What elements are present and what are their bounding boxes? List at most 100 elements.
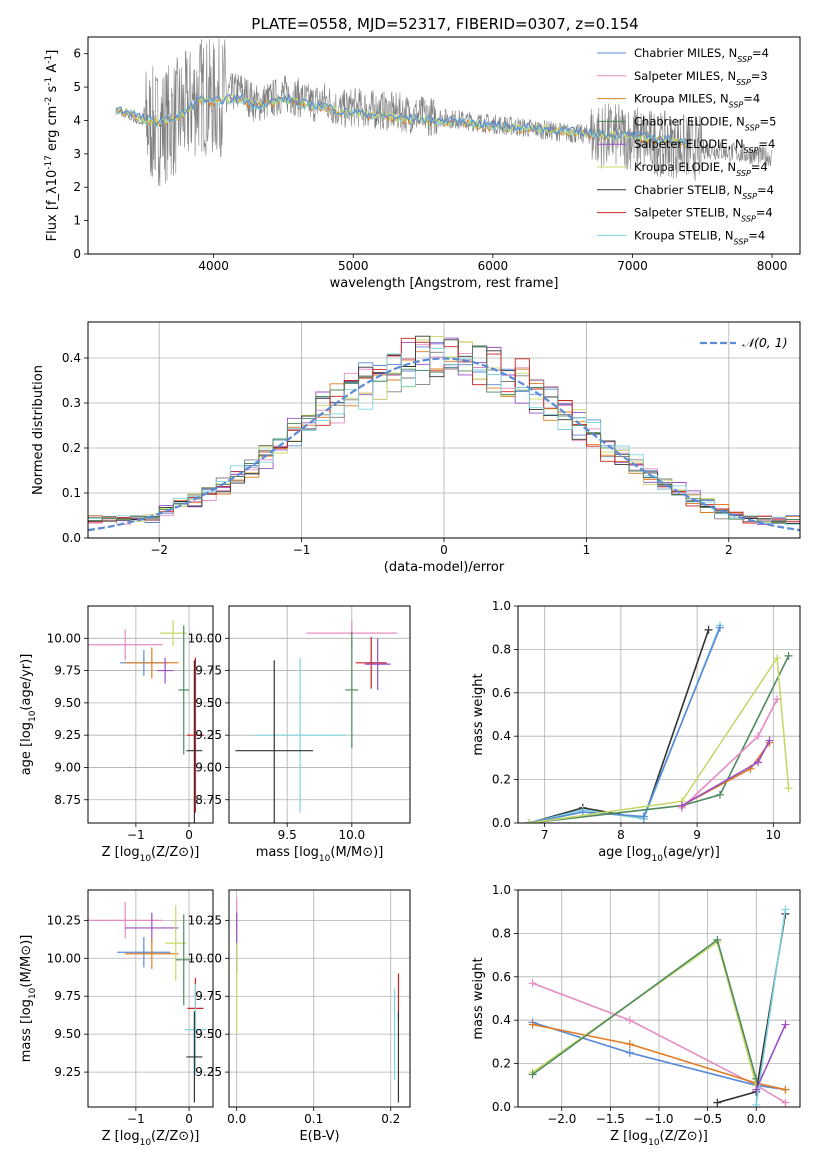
data-point (125, 912, 179, 944)
series-line (532, 938, 757, 1080)
data-point (186, 660, 203, 823)
x-tick-label: −1.0 (644, 1112, 673, 1126)
panel-spectrum: 4000 5000 6000 7000 8000 0 1 2 3 4 5 6 wavelength [A… (44, 36, 801, 291)
series-marker (625, 1048, 634, 1057)
y-axis-label: Normed distribution (31, 365, 46, 495)
axes-frame (87, 605, 214, 824)
y-tick-label: 9.25 (54, 728, 81, 742)
series-marker (704, 625, 713, 634)
y-tick-label: 8.75 (195, 793, 222, 807)
x-axis-label: mass [log10(M/M⊙)] (256, 845, 384, 864)
y-tick-label: 9.25 (195, 728, 222, 742)
y-tick-label: 9.75 (195, 989, 222, 1003)
data-point (364, 638, 391, 690)
axes-frame (87, 889, 214, 1108)
series-marker (754, 758, 763, 767)
y-axis-label: mass weight (471, 957, 486, 1039)
y-axis-label: mass weight (471, 673, 486, 755)
x-tick-label: −1 (127, 828, 145, 842)
y-tick-label: 9.25 (195, 1065, 222, 1079)
x-tick-label: −0.5 (693, 1112, 722, 1126)
y-tick-label: 10.25 (47, 913, 81, 927)
x-tick-label: 0.0 (227, 1112, 246, 1126)
x-tick-label: 0.2 (381, 1112, 400, 1126)
series-marker (773, 695, 782, 704)
panel-residuals: −2 −1 0 1 2 0.0 0.1 0.2 0.3 0.4 (data-model)/error… (31, 321, 801, 575)
y-tick-label: 0.4 (492, 729, 511, 743)
y-tick-label: 10.25 (188, 913, 222, 927)
legend-label: Chabrier MILES, NSSP=4 (634, 46, 769, 64)
series-marker (781, 1020, 790, 1029)
series-marker (781, 1085, 790, 1094)
series-line (532, 982, 786, 1104)
axes-frame (517, 889, 801, 1108)
x-tick-label: 0 (440, 543, 448, 557)
x-tick-label: 0 (185, 1112, 193, 1126)
y-tick-label: 0.6 (492, 686, 511, 700)
model-spectrum-line (115, 93, 688, 147)
panel-age_vs_Z: −1 0 8.75 9.00 9.25 9.50 9.75 10.00 Z [log10(Z/Z… (19, 605, 214, 864)
series-line (532, 1023, 786, 1091)
y-tick-label: 10.00 (188, 951, 222, 965)
histogram-step-line (88, 346, 800, 523)
axes-frame (228, 605, 411, 824)
series-marker (784, 784, 793, 793)
y-tick-label: 9.00 (195, 760, 222, 774)
y-tick-label: 0.2 (62, 441, 81, 455)
series-marker (784, 651, 793, 660)
data-point (254, 657, 346, 813)
x-tick-label: 4000 (198, 259, 229, 273)
x-tick-label: 5000 (338, 259, 369, 273)
y-tick-label: 9.25 (54, 1065, 81, 1079)
y-tick-label: 1 (73, 214, 81, 228)
x-tick-label: 1 (583, 543, 591, 557)
x-tick-label: 9.5 (278, 828, 297, 842)
histogram-step-line (88, 347, 800, 525)
y-tick-label: 0.1 (62, 486, 81, 500)
series-marker (773, 654, 782, 663)
data-point (175, 914, 192, 1006)
series-marker (639, 812, 648, 821)
series-marker (765, 736, 774, 745)
y-tick-label: 9.75 (195, 664, 222, 678)
series-marker (528, 979, 537, 988)
normal-distribution-curve (87, 357, 801, 532)
x-tick-label: 0.0 (747, 1112, 766, 1126)
y-tick-label: 0.6 (492, 970, 511, 984)
x-axis-label: E(B-V) (299, 1129, 339, 1144)
series-line (755, 909, 787, 1105)
series-marker (752, 1085, 761, 1094)
data-point (117, 937, 171, 968)
axes-frame (87, 321, 801, 539)
series-marker (713, 1098, 722, 1107)
legend-label: Kroupa MILES, NSSP=4 (634, 92, 760, 110)
y-tick-label: 10.00 (47, 631, 81, 645)
x-tick-label: 9 (693, 828, 701, 842)
x-tick-label: 6000 (478, 259, 509, 273)
series-line (529, 625, 721, 823)
x-axis-label: (data-model)/error (384, 560, 505, 575)
data-point (157, 657, 174, 684)
x-tick-label: 0.1 (304, 1112, 323, 1126)
y-tick-label: 9.50 (195, 1027, 222, 1041)
data-point (178, 625, 190, 755)
panel-mass_weight_vs_age: 7 8 9 10 0.0 0.2 0.4 0.6 0.8 1.0 age [log10(age/yr… (471, 599, 801, 864)
y-tick-label: 9.50 (54, 1027, 81, 1041)
x-axis-label: Z [log10(Z/Z⊙)] (102, 1129, 200, 1148)
x-tick-label: 7 (541, 828, 549, 842)
data-point (159, 620, 187, 647)
data-point (235, 660, 314, 823)
x-tick-label: −1.5 (596, 1112, 625, 1126)
x-tick-label: 8000 (757, 259, 788, 273)
y-tick-label: 6 (73, 47, 81, 61)
legend-label: Kroupa STELIB, NSSP=4 (634, 228, 765, 246)
legend-label: Chabrier ELODIE, NSSP=5 (634, 114, 776, 131)
series-marker (625, 1040, 634, 1049)
x-tick-label: 10 (766, 828, 781, 842)
series-line (529, 629, 710, 823)
panel-age_vs_mass: 9.5 10.0 8.75 9.00 9.25 9.50 9.75 10.00 mass [lo… (188, 605, 411, 864)
y-tick-label: 0.4 (492, 1013, 511, 1027)
series-line (529, 655, 790, 823)
series-line (529, 655, 790, 823)
